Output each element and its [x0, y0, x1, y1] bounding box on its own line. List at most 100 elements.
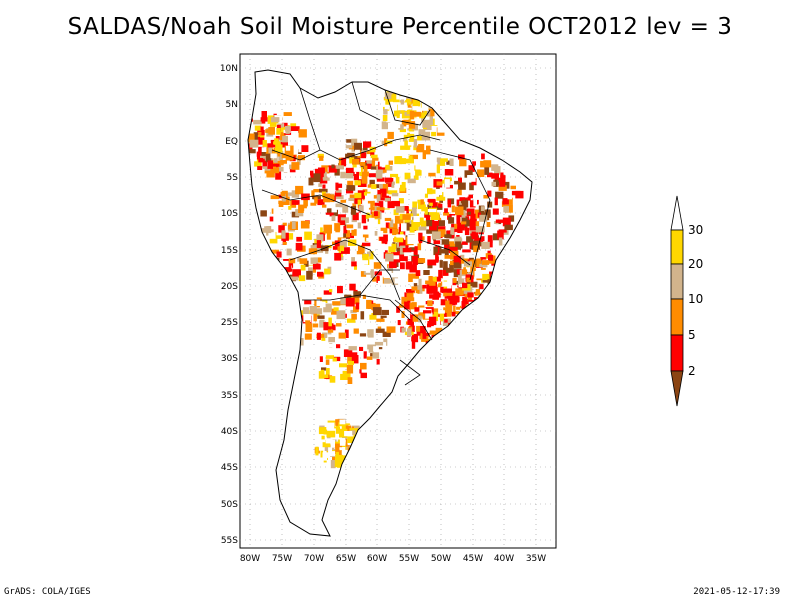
field-cell — [260, 210, 267, 217]
field-cell — [284, 125, 291, 132]
map-title: SALDAS/Noah Soil Moisture Percentile OCT… — [67, 14, 733, 40]
field-cell — [448, 241, 456, 251]
field-cell — [443, 261, 448, 271]
lat-label: 45S — [221, 463, 238, 473]
field-cell — [323, 322, 332, 331]
field-cell — [352, 212, 359, 221]
field-cell — [323, 224, 332, 234]
field-cell — [479, 263, 488, 268]
field-cell — [344, 329, 349, 338]
field-cell — [363, 192, 367, 196]
field-cell — [366, 160, 375, 164]
field-cell — [271, 167, 280, 174]
field-cell — [335, 451, 339, 456]
field-cell — [438, 229, 446, 237]
lat-label: 10N — [220, 64, 238, 74]
field-cell — [332, 241, 336, 246]
field-cell — [443, 212, 450, 216]
field-cell — [440, 159, 446, 166]
field-cell — [498, 185, 507, 191]
field-cell — [444, 169, 454, 176]
field-cell — [291, 162, 300, 170]
field-cell — [415, 289, 420, 294]
field-cell — [408, 121, 416, 129]
field-cell — [407, 235, 417, 244]
field-cell — [421, 116, 425, 122]
field-cell — [381, 309, 389, 315]
lon-label: 65W — [336, 554, 356, 564]
field-cell — [352, 159, 360, 165]
field-cell — [267, 199, 276, 205]
field-cell — [399, 306, 404, 315]
field-cell — [368, 259, 374, 264]
field-cell — [426, 284, 432, 288]
field-cell — [412, 103, 419, 111]
field-cell — [439, 192, 444, 200]
field-cell — [322, 184, 326, 189]
field-cell — [316, 240, 321, 248]
field-cell — [438, 310, 445, 314]
field-cell — [334, 443, 343, 448]
field-cell — [394, 215, 404, 224]
field-cell — [339, 419, 346, 425]
field-cell — [353, 291, 361, 298]
field-cell — [367, 200, 375, 210]
field-cell — [385, 99, 391, 105]
field-cell — [359, 346, 364, 351]
lat-label: 40S — [221, 427, 238, 437]
field-cell — [326, 422, 335, 430]
field-cell — [382, 239, 388, 245]
field-cell — [480, 236, 485, 242]
field-cell — [486, 222, 491, 227]
field-cell — [327, 343, 335, 348]
field-cell — [328, 337, 335, 343]
field-cell — [356, 169, 360, 175]
field-cell — [349, 157, 355, 164]
field-cell — [401, 296, 405, 304]
field-cell — [253, 119, 262, 125]
field-cell — [333, 356, 341, 362]
field-cell — [347, 436, 354, 443]
field-cell — [408, 155, 413, 161]
field-cell — [346, 364, 354, 374]
field-cell — [362, 234, 369, 244]
field-cell — [481, 260, 490, 265]
field-cell — [401, 223, 407, 232]
field-cell — [341, 247, 350, 254]
field-cell — [398, 124, 404, 130]
field-cell — [343, 225, 348, 234]
field-cell — [461, 221, 467, 225]
field-cell — [380, 227, 388, 234]
field-cell — [370, 269, 374, 278]
field-cell — [310, 362, 319, 367]
field-cell — [459, 200, 464, 207]
field-cell — [432, 294, 439, 300]
field-cell — [282, 135, 288, 143]
field-cell — [335, 447, 340, 455]
field-cell — [281, 230, 286, 239]
field-cell — [334, 168, 340, 176]
field-cell — [314, 308, 323, 315]
longitude-labels: 80W 75W 70W 65W 60W 55W 50W 45W 40W 35W — [240, 554, 546, 564]
field-cell — [281, 142, 288, 148]
field-cell — [440, 299, 448, 306]
field-cell — [275, 232, 284, 239]
field-cell — [487, 190, 492, 197]
field-cell — [313, 189, 321, 193]
field-cell — [447, 199, 452, 208]
field-cell — [417, 217, 424, 223]
field-cell — [427, 236, 431, 244]
field-cell — [418, 305, 425, 310]
field-cell — [448, 217, 455, 224]
field-cell — [289, 276, 299, 281]
field-cell — [442, 267, 449, 276]
field-cell — [319, 439, 326, 447]
field-cell — [487, 235, 493, 243]
field-cell — [414, 312, 424, 317]
field-cell — [366, 356, 373, 360]
field-cell — [311, 269, 316, 273]
field-cell — [467, 211, 471, 215]
field-cell — [358, 245, 365, 253]
field-cell — [261, 120, 266, 124]
field-cell — [458, 182, 466, 190]
